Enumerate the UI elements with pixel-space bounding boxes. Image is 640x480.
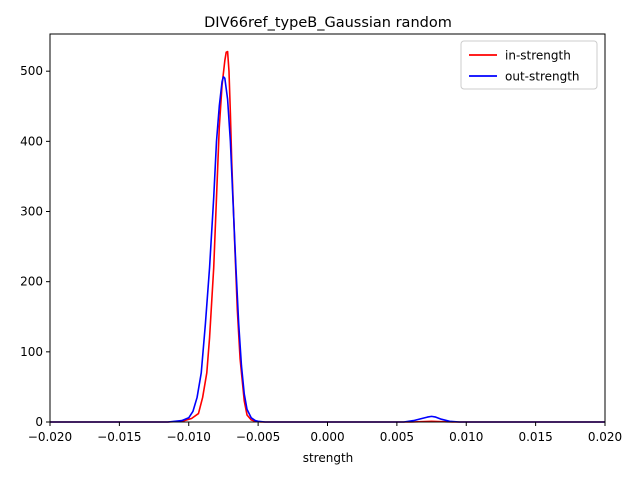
x-tick-label: −0.020 — [28, 430, 72, 444]
legend-label: out-strength — [505, 70, 580, 84]
x-tick-label: −0.005 — [236, 430, 280, 444]
x-tick-label: −0.015 — [97, 430, 141, 444]
y-tick-label: 300 — [20, 205, 43, 219]
legend: in-strength out-strength — [460, 40, 598, 90]
y-axis: 0 100 200 300 400 500 — [20, 64, 50, 429]
y-tick-label: 500 — [20, 64, 43, 78]
x-axis: −0.020 −0.015 −0.010 −0.005 0.000 0.005 0.010 0… — [28, 422, 622, 444]
y-tick-label: 200 — [20, 275, 43, 289]
chart-title: DIV66ref_typeB_Gaussian random — [204, 15, 452, 31]
x-axis-label: strength — [303, 451, 354, 465]
x-tick-label: 0.000 — [310, 430, 344, 444]
plot-lines — [50, 50, 605, 423]
x-tick-label: −0.010 — [167, 430, 211, 444]
y-tick-label: 400 — [20, 134, 43, 148]
x-tick-label: 0.010 — [449, 430, 483, 444]
series-line-in-strength — [50, 50, 605, 423]
series-line-out-strength — [50, 76, 605, 423]
legend-box — [460, 40, 598, 90]
plot-frame — [49, 33, 606, 423]
x-tick-label: 0.005 — [380, 430, 414, 444]
legend-label: in-strength — [505, 49, 571, 63]
y-tick-label: 0 — [35, 415, 43, 429]
x-tick-label: 0.020 — [588, 430, 622, 444]
x-tick-label: 0.015 — [518, 430, 552, 444]
y-tick-label: 100 — [20, 345, 43, 359]
